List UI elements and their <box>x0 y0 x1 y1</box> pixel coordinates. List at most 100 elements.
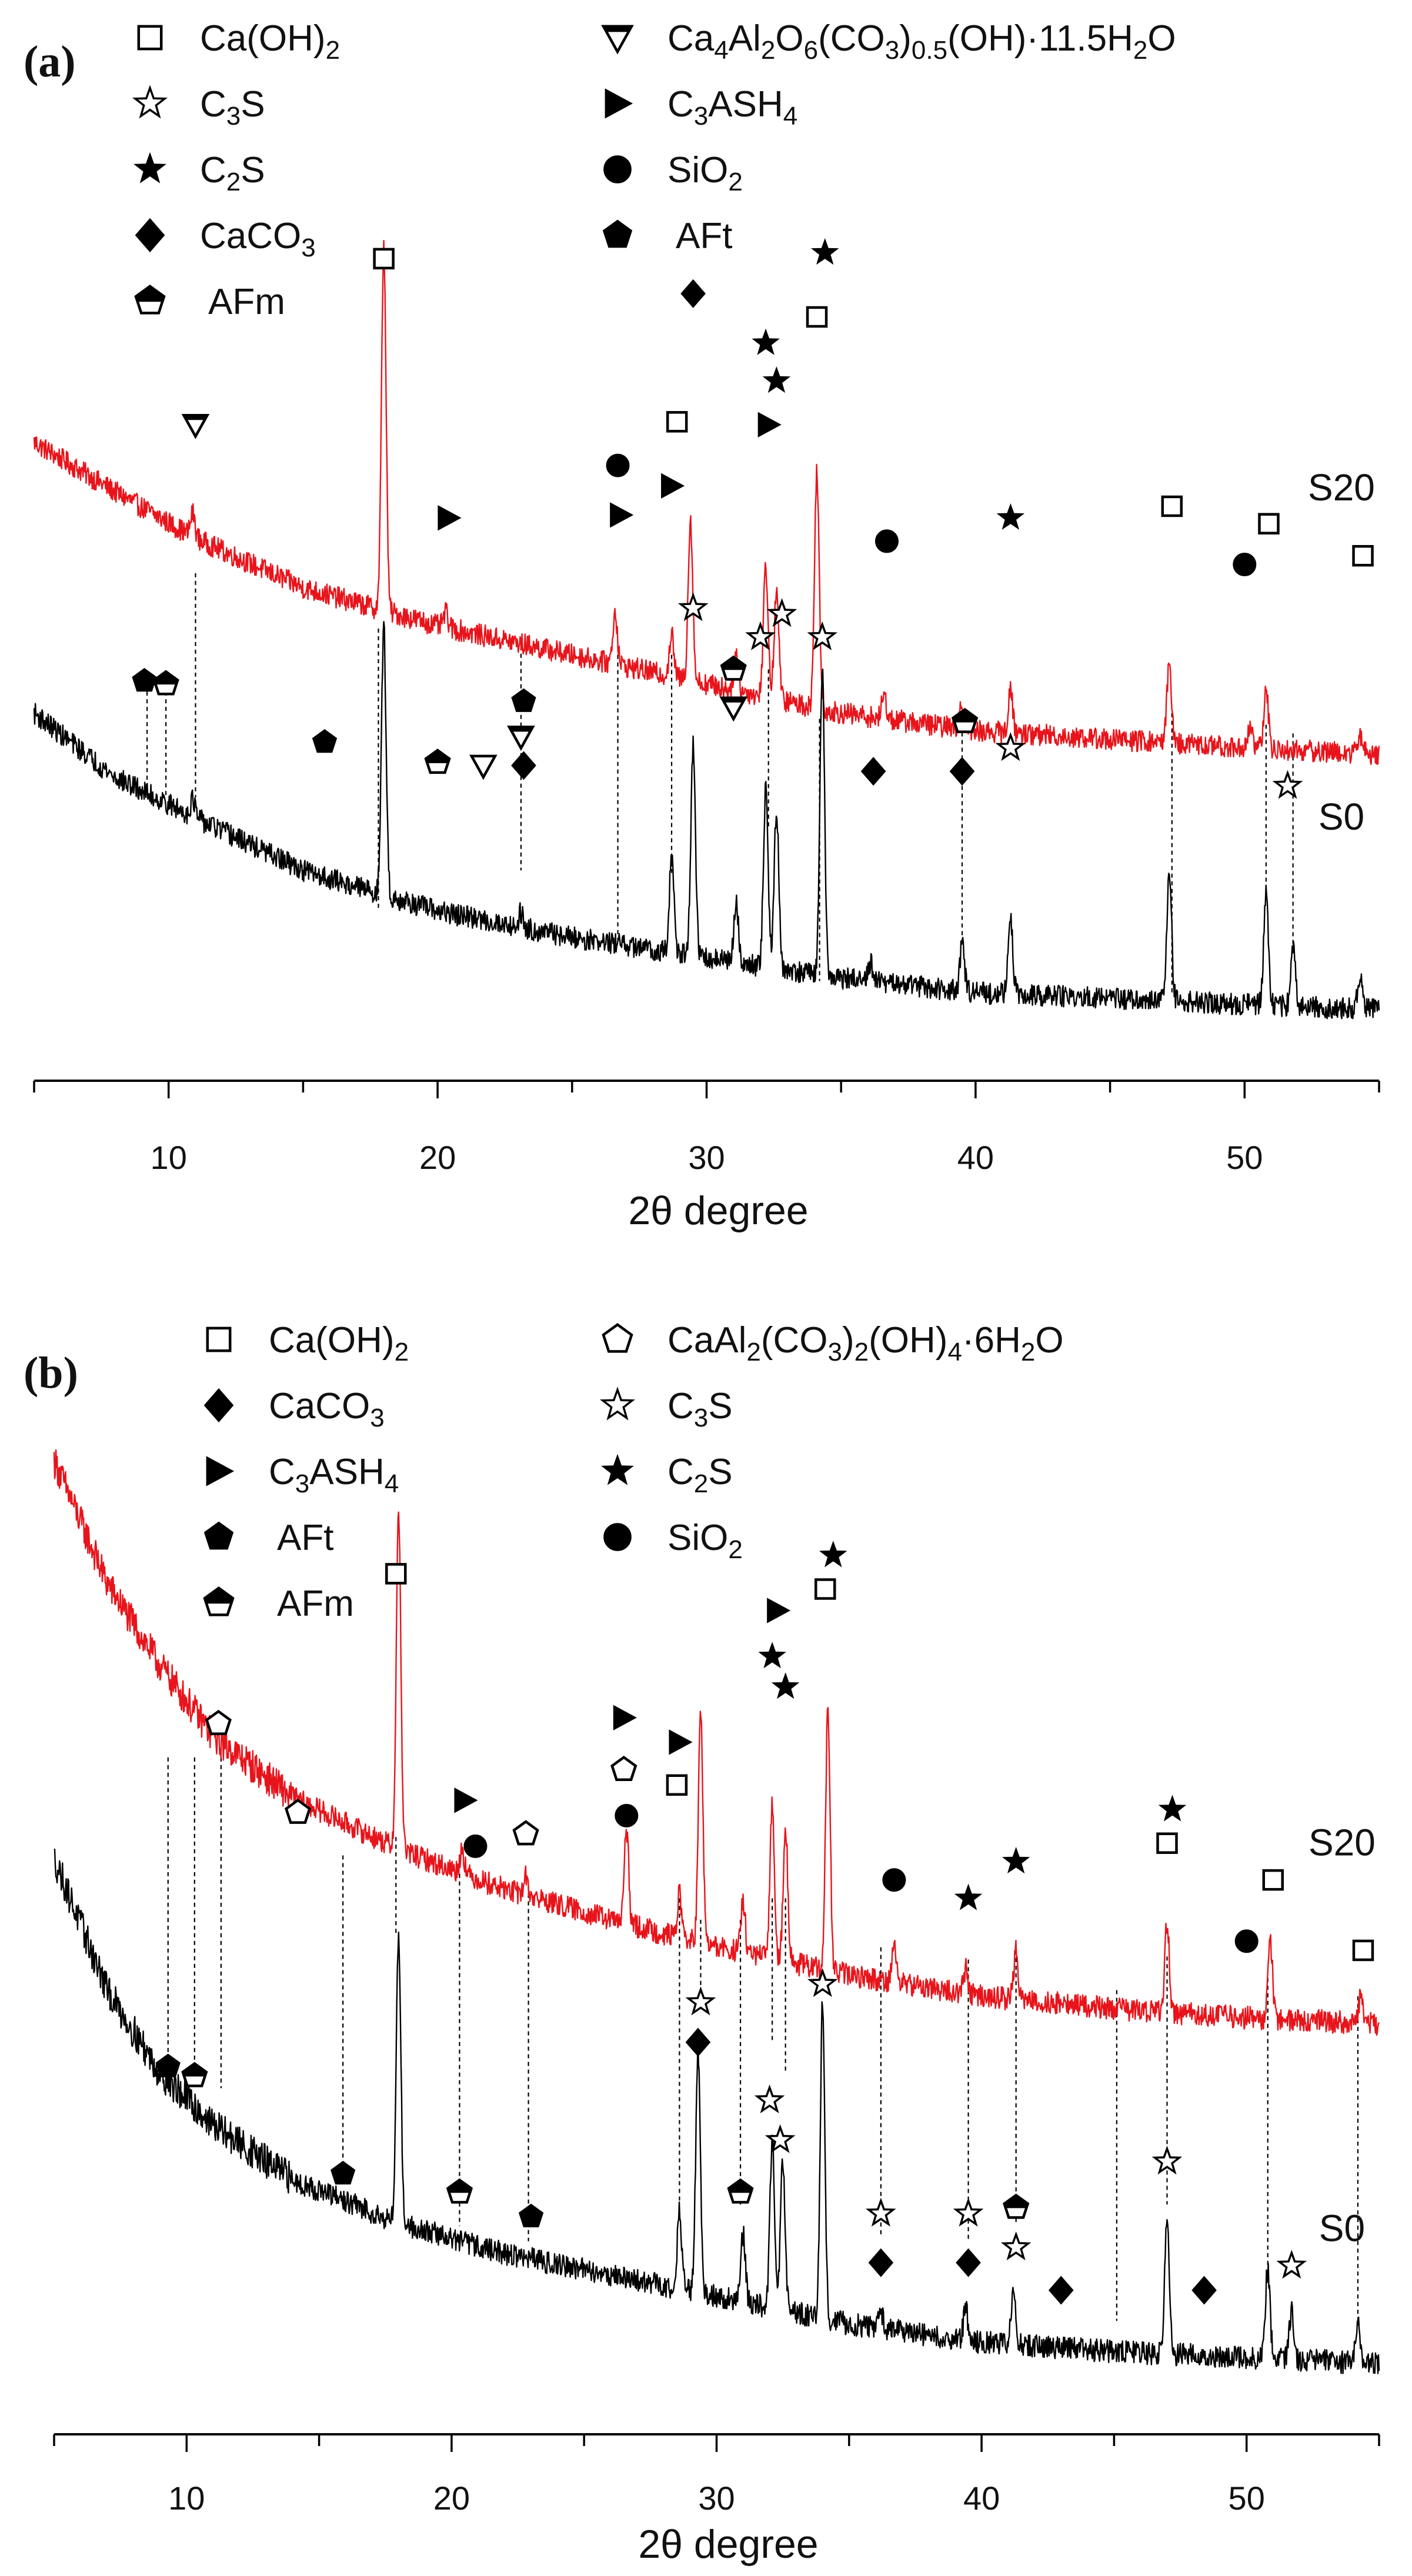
legend-item: C3ASH4 <box>605 84 797 131</box>
filled-diamond-icon <box>860 757 886 786</box>
legend: Ca(OH)2 CaCO3 C3ASH4 AFt AFm CaAl2(CO3)2(OH)4… <box>203 1320 1064 1624</box>
filled-right-triangle-icon <box>757 412 782 437</box>
x-tick-label: 20 <box>433 2480 470 2517</box>
legend-item: SiO2 <box>603 150 743 196</box>
legend-item: AFt <box>602 216 732 256</box>
half-pentagon-icon <box>727 2178 754 2204</box>
x-axis-title: 2θ degree <box>628 1188 808 1233</box>
legend-item: C2S <box>133 150 265 196</box>
open-star-icon <box>754 2084 785 2114</box>
half-down-triangle-icon <box>181 414 210 439</box>
open-star-icon <box>953 2197 984 2227</box>
filled-pentagon-icon <box>132 667 157 692</box>
legend-open-pentagon-icon <box>602 1323 633 1353</box>
legend-label: CaAl2(CO3)2(OH)4·6H2O <box>667 1320 1064 1366</box>
guide-lines <box>146 573 1294 993</box>
legend-label: C3S <box>667 1386 733 1432</box>
filled-circle-icon <box>1233 553 1257 577</box>
legend-half-down-triangle-icon <box>601 25 634 55</box>
open-square-icon <box>385 1563 407 1585</box>
x-tick-label: 30 <box>698 2480 735 2517</box>
legend-item: CaCO3 <box>203 1386 385 1432</box>
x-axis: 10 20 30 40 50 2θ degree <box>33 1080 1380 1233</box>
legend-filled-right-triangle-icon <box>206 1456 235 1486</box>
legend-open-square-icon <box>206 1327 232 1352</box>
legend-label: CaCO3 <box>269 1386 385 1432</box>
legend-item: Ca4Al2O6(CO3)0.5(OH)·11.5H2O <box>601 18 1176 65</box>
open-star-icon <box>865 2197 896 2227</box>
legend-item: CaAl2(CO3)2(OH)4·6H2O <box>602 1320 1064 1366</box>
filled-right-triangle-icon <box>438 505 462 531</box>
series-s20-line <box>33 240 1380 766</box>
series-label-s20: S20 <box>1308 466 1375 509</box>
legend-item: AFt <box>203 1518 333 1558</box>
filled-diamond-icon <box>511 751 536 780</box>
legend-half-pentagon-icon <box>134 285 166 315</box>
legend-item: SiO2 <box>603 1518 743 1564</box>
series-label-s0: S0 <box>1319 2207 1365 2250</box>
legend-item: C3ASH4 <box>206 1452 399 1498</box>
filled-star-icon <box>954 1883 983 1910</box>
filled-circle-icon <box>1234 1929 1259 1953</box>
series-s0-line <box>54 1848 1380 2374</box>
legend-filled-diamond-icon <box>203 1388 234 1423</box>
legend-label: SiO2 <box>667 1518 743 1564</box>
filled-right-triangle-icon <box>454 1788 478 1813</box>
half-down-triangle-icon <box>719 696 748 722</box>
open-pentagon-icon <box>284 1798 312 1824</box>
open-down-triangle-icon <box>469 754 498 780</box>
half-pentagon-icon <box>720 655 747 681</box>
open-pentagon-icon <box>205 1709 232 1735</box>
open-star-icon <box>745 621 776 650</box>
legend-label: AFt <box>676 216 732 256</box>
filled-right-triangle-icon <box>767 1598 791 1623</box>
legend-label: Ca4Al2O6(CO3)0.5(OH)·11.5H2O <box>667 18 1176 65</box>
open-star-icon <box>1151 2146 1183 2175</box>
filled-right-triangle-icon <box>613 1705 637 1730</box>
filled-pentagon-icon <box>155 2053 181 2077</box>
open-square-icon <box>806 306 828 328</box>
filled-pentagon-icon <box>518 2203 544 2227</box>
legend-item: Ca(OH)2 <box>206 1320 409 1366</box>
open-star-icon <box>766 598 797 627</box>
open-pentagon-icon <box>512 1820 539 1846</box>
legend-open-square-icon <box>137 25 163 51</box>
open-square-icon <box>373 248 395 270</box>
legend-label: SiO2 <box>667 150 743 196</box>
filled-pentagon-icon <box>312 729 338 753</box>
x-tick-label: 50 <box>1229 2480 1265 2517</box>
filled-circle-icon <box>874 529 899 553</box>
filled-star-icon <box>1002 1847 1030 1874</box>
open-star-icon <box>765 2124 796 2153</box>
legend-filled-star-icon <box>601 1454 634 1485</box>
filled-star-icon <box>810 238 839 265</box>
legend-label: C2S <box>200 150 265 196</box>
open-square-icon <box>666 411 688 433</box>
series-label-s0: S0 <box>1318 796 1364 838</box>
open-square-icon <box>1258 513 1280 534</box>
panel-b: (b) Ca(OH)2 CaCO3 C3ASH4 AFt AFm CaAl2(CO3)2(O… <box>24 1320 1380 2567</box>
open-square-icon <box>666 1774 688 1796</box>
legend-filled-right-triangle-icon <box>605 88 633 119</box>
legend-label: C3ASH4 <box>667 84 797 131</box>
open-star-icon <box>1272 770 1303 799</box>
open-square-icon <box>1156 1832 1178 1854</box>
filled-diamond-icon <box>680 279 706 308</box>
filled-pentagon-icon <box>331 2160 356 2185</box>
legend-label: AFt <box>277 1518 333 1558</box>
filled-star-icon <box>752 328 780 355</box>
open-star-icon <box>685 1986 716 2016</box>
legend-item: CaCO3 <box>135 216 316 262</box>
legend-label: AFm <box>277 1583 354 1624</box>
open-star-icon <box>1000 2231 1032 2261</box>
x-tick-label: 40 <box>963 2480 1000 2517</box>
x-axis: 10 20 30 40 50 2θ degree <box>53 2433 1380 2567</box>
series-s20-line <box>53 1449 1380 2036</box>
legend-filled-star-icon <box>133 152 166 183</box>
legend-item: AFm <box>203 1583 354 1624</box>
half-pentagon-icon <box>446 2178 473 2204</box>
half-pentagon-icon <box>181 2062 208 2087</box>
legend-label: Ca(OH)2 <box>200 18 340 65</box>
open-star-icon <box>807 621 838 650</box>
filled-right-triangle-icon <box>669 1729 693 1755</box>
